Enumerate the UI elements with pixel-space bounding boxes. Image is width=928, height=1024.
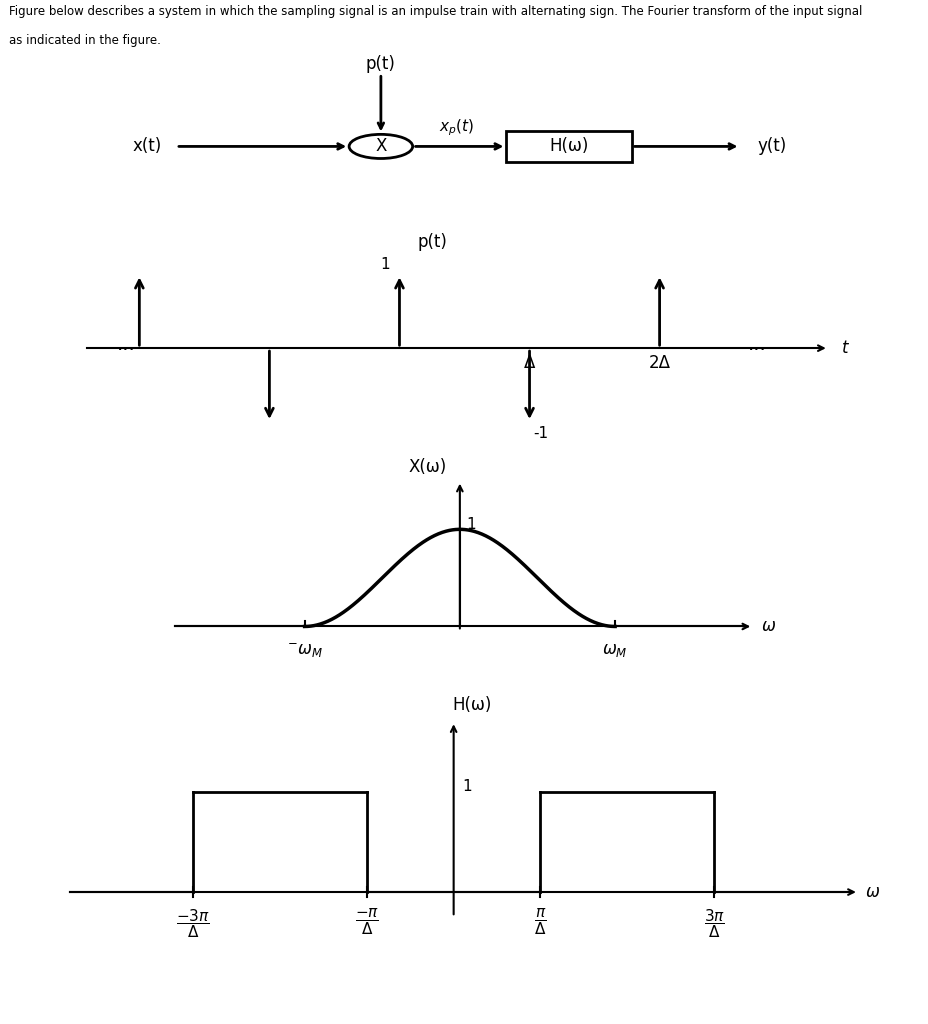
Text: Δ: Δ bbox=[523, 354, 535, 373]
Text: 1: 1 bbox=[380, 257, 389, 272]
Text: p(t): p(t) bbox=[366, 55, 395, 73]
Text: as indicated in the figure.: as indicated in the figure. bbox=[9, 34, 161, 47]
Text: p(t): p(t) bbox=[417, 233, 446, 252]
Text: $x_p(t)$: $x_p(t)$ bbox=[438, 118, 473, 138]
Text: ω: ω bbox=[761, 617, 775, 636]
Text: Figure below describes a system in which the sampling signal is an impulse train: Figure below describes a system in which… bbox=[9, 5, 862, 18]
Text: 1: 1 bbox=[466, 517, 476, 532]
Text: X: X bbox=[375, 137, 386, 156]
Text: x(t): x(t) bbox=[132, 137, 161, 156]
Text: $\dfrac{-\pi}{\Delta}$: $\dfrac{-\pi}{\Delta}$ bbox=[354, 907, 379, 937]
Text: $\dfrac{-3\pi}{\Delta}$: $\dfrac{-3\pi}{\Delta}$ bbox=[176, 907, 210, 940]
Text: -1: -1 bbox=[532, 426, 548, 441]
Text: t: t bbox=[841, 339, 847, 357]
Text: ω: ω bbox=[865, 883, 879, 901]
Text: $\dfrac{\pi}{\Delta}$: $\dfrac{\pi}{\Delta}$ bbox=[534, 907, 546, 937]
Bar bbox=[506, 130, 631, 162]
Text: $\omega_M$: $\omega_M$ bbox=[601, 641, 627, 659]
Text: y(t): y(t) bbox=[756, 137, 785, 156]
Text: $\dfrac{3\pi}{\Delta}$: $\dfrac{3\pi}{\Delta}$ bbox=[702, 907, 724, 940]
Text: ...: ... bbox=[117, 335, 135, 353]
Text: 1: 1 bbox=[462, 779, 471, 794]
Text: 2Δ: 2Δ bbox=[648, 354, 670, 373]
Text: ...: ... bbox=[747, 335, 766, 353]
Text: H(ω): H(ω) bbox=[548, 137, 588, 156]
Text: X(ω): X(ω) bbox=[408, 458, 446, 476]
Text: H(ω): H(ω) bbox=[452, 696, 491, 714]
Text: $^{-}\omega_M$: $^{-}\omega_M$ bbox=[286, 641, 322, 659]
